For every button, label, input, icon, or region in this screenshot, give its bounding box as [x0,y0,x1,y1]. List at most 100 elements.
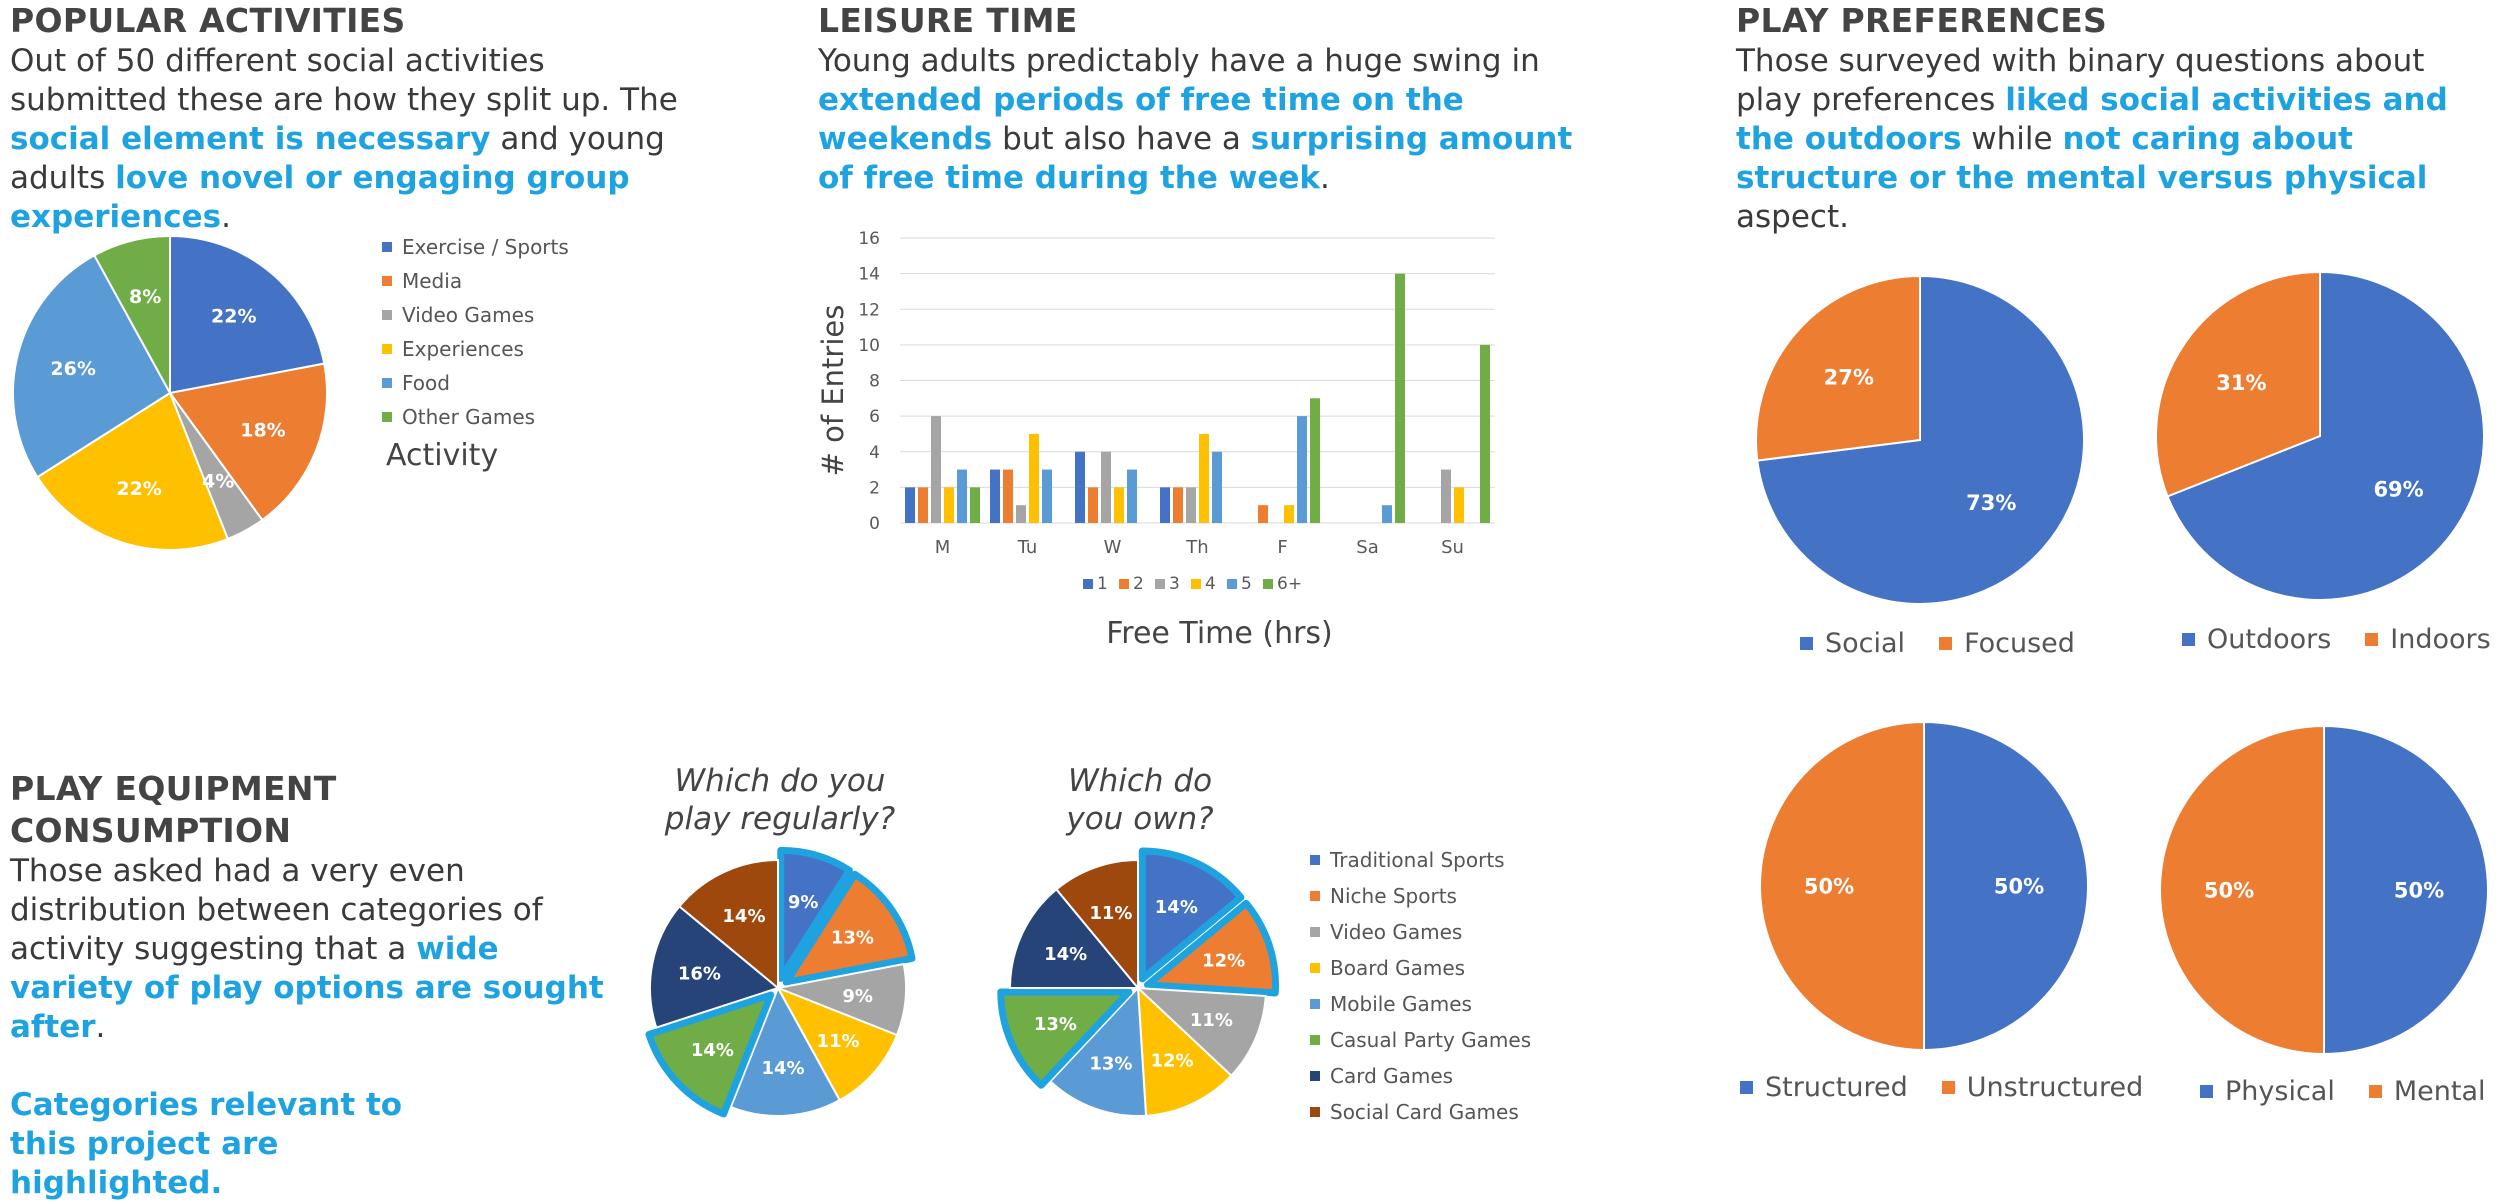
legend-swatch-4 [1191,579,1201,589]
question-play-regularly: Which do you play regularly? [664,763,896,837]
pie-label-card-games: 14% [1044,944,1087,965]
legend-item-video-games: Video Games [1310,914,1531,950]
play-pref-highlight-2: not caring about structure or the mental… [1736,121,2428,196]
legend-swatch [382,344,392,354]
bar-w-series-4 [1114,487,1124,523]
pie-label-social: 73% [1966,491,2016,515]
bar-th-series-2 [1173,487,1183,523]
y-tick-label: 2 [869,478,880,498]
pie-slice-structured [1923,720,2089,1052]
legend-item-niche-sports: Niche Sports [1310,878,1531,914]
popular-text-1: Out of 50 different social activities su… [10,43,678,118]
legend-swatch [1310,963,1320,973]
legend-swatch-2 [1119,579,1129,589]
pie-label-traditional-sports: 9% [788,892,819,913]
legend-label-5: 5 [1241,574,1252,594]
own-pie-chart: 14%12%11%12%13%13%14%11% [997,847,1280,1117]
legend-item-social: Social [1800,628,1905,659]
legend-label: Unstructured [1966,1072,2144,1103]
legend-swatch [1310,891,1320,901]
bar-f-series-6 [1310,398,1320,523]
pie-slice-outdoors [2166,270,2485,601]
bar-f-series-5 [1297,416,1307,523]
legend-label: Board Games [1330,956,1466,980]
pie-label-mental: 50% [2204,878,2254,902]
bar-m-series-3 [931,416,941,523]
pie-slice-video-games [1135,986,1267,1078]
legend-label-3: 3 [1169,574,1180,594]
bar-su-series-4 [1454,487,1464,523]
x-tick-label-th: Th [1185,537,1208,558]
pie-slice-other-games [93,234,171,394]
legend-item-unstructured: Unstructured [1941,1072,2144,1103]
bar-su-series-6 [1480,344,1490,523]
bar-m-series-5 [957,469,967,523]
pie-label-mobile-games: 13% [1089,1054,1132,1075]
bar-m-series-4 [944,487,954,523]
pie-slice-social-card-games [1055,858,1139,991]
bar-th-series-1 [1160,487,1170,523]
social-pie-chart: 73% 27% [1755,274,2085,605]
x-tick-label-w: W [1104,537,1122,558]
legend-item-media: Media [382,264,569,298]
physical-legend: Physical Mental [2200,1076,2500,1107]
pie-label-focused: 27% [1824,366,1874,390]
highlight-outline-traditional-sports [777,846,853,982]
pie-slice-social-card-games [677,858,779,991]
outdoors-legend: Outdoors Indoors [2182,624,2500,655]
legend-label: Traditional Sports [1330,848,1505,872]
bar-w-series-3 [1101,451,1111,523]
equipment-note: Categories relevant to this project are … [10,1087,403,1201]
play-pref-text-2: while [1961,121,2063,157]
bar-tu-series-5 [1042,469,1052,523]
legend-swatch-5 [1227,579,1237,589]
pie-slice-board-games [775,986,899,1102]
legend-item-card-games: Card Games [1310,1058,1531,1094]
legend-label: Casual Party Games [1330,1028,1532,1052]
x-axis-label: Free Time (hrs) [1106,616,1333,651]
pie-label-video-games: 4% [202,470,234,492]
pie-label-card-games: 16% [678,963,721,984]
legend-swatch [382,412,392,422]
activities-pie-chart: 22% 18% 4% 22% 26% 8% [12,234,328,551]
leisure-title: LEISURE TIME [818,1,1078,40]
legend-label: Social Card Games [1330,1100,1519,1124]
activities-legend-title: Activity [386,438,499,473]
play-pref-highlight-1: liked social activities and the outdoors [1736,82,2448,157]
popular-highlight-2: love novel or engaging group experiences [10,160,630,235]
legend-swatch [1310,855,1320,865]
legend-item-experiences: Experiences [382,332,569,366]
pie-label-experiences: 22% [116,478,161,500]
leisure-description: Young adults predictably have a huge swi… [818,42,1598,198]
y-tick-label: 10 [858,336,880,356]
legend-item-social-card-games: Social Card Games [1310,1094,1531,1130]
bar-sa-series-6 [1395,273,1405,523]
pie-label-video-games: 9% [842,986,873,1007]
legend-swatch [1941,1081,1955,1094]
leisure-highlight-1: extended periods of free time on the wee… [818,82,1464,157]
pie-slice-board-games [1136,985,1233,1117]
legend-label: Mental [2393,1076,2486,1107]
legend-label: Other Games [402,405,536,429]
legend-item-video-games: Video Games [382,298,569,332]
pie-label-media: 18% [240,419,285,441]
pie-label-niche-sports: 12% [1202,950,1245,971]
x-tick-label-tu: Tu [1017,537,1038,558]
x-tick-label-su: Su [1441,537,1464,558]
physical-pie-chart: 50% 50% [2159,724,2489,1056]
y-axis-label: # of Entries [816,305,850,477]
pie-slice-experiences [36,391,230,551]
leisure-text-3: . [1320,160,1330,196]
legend-label: Media [402,269,463,293]
legend-swatch [382,310,392,320]
pie-label-board-games: 11% [816,1031,859,1052]
legend-label: Structured [1765,1072,1908,1103]
pie-slice-food [12,254,172,479]
social-legend: Social Focused [1800,628,2109,659]
pie-label-mobile-games: 14% [761,1058,804,1079]
y-tick-label: 16 [858,229,880,249]
pie-slice-mental [2159,724,2325,1056]
legend-label: Video Games [402,303,535,327]
legend-swatch [1310,1035,1320,1045]
